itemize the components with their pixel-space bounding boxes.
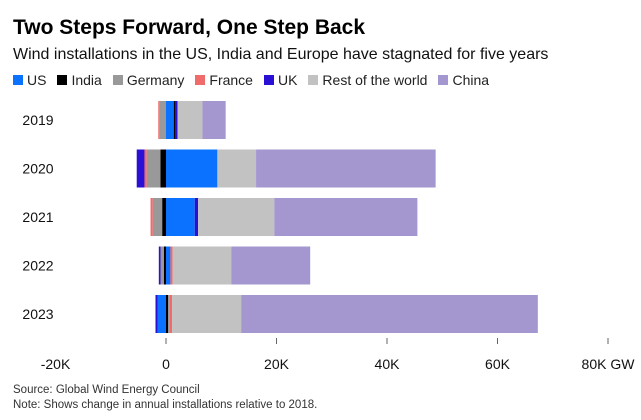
bar-segment-india	[166, 295, 169, 333]
legend: US India Germany France UK Rest of the world C…	[13, 72, 489, 88]
legend-label: China	[452, 72, 490, 88]
bar-segment-germany	[160, 246, 164, 285]
bar-segment-uk	[158, 246, 161, 285]
footnote: Note: Shows change in annual installatio…	[13, 399, 318, 411]
legend-swatch	[308, 75, 319, 85]
bar-segment-germany	[159, 101, 166, 139]
x-tick-label: 80K GW	[582, 356, 636, 372]
chart-subtitle: Wind installations in the US, India and …	[13, 46, 549, 63]
bar-segment-rest-of-the-world	[177, 101, 203, 139]
bar-segment-india	[162, 198, 166, 236]
legend-item: US	[13, 72, 46, 88]
bar-segment-france	[150, 198, 153, 236]
legend-swatch	[438, 75, 449, 85]
category-label: 2021	[22, 209, 53, 225]
legend-label: India	[71, 72, 102, 88]
legend-swatch	[263, 75, 274, 85]
legend-swatch	[112, 75, 123, 85]
bar-segment-china	[241, 295, 538, 333]
bar-segment-rest-of-the-world	[217, 149, 257, 188]
x-tick-label: 40K	[375, 356, 401, 372]
category-label: 2020	[22, 161, 53, 177]
chart-title: Two Steps Forward, One Step Back	[13, 16, 366, 39]
bar-segment-china	[274, 198, 418, 236]
legend-label: France	[209, 72, 253, 88]
legend-label: UK	[277, 72, 298, 88]
bar-segment-us	[166, 101, 174, 139]
category-label: 2022	[22, 258, 53, 274]
bar-segment-rest-of-the-world	[172, 246, 232, 285]
bar-segment-us	[166, 149, 218, 188]
bar-segment-india	[173, 101, 176, 139]
x-tick-label: -20K	[41, 356, 71, 372]
legend-label: US	[27, 72, 47, 88]
bar-segment-india	[163, 246, 166, 285]
bar-segment-us	[166, 198, 195, 236]
bar-segment-china	[202, 101, 226, 139]
bar-segment-france	[158, 101, 160, 139]
bar-segment-uk	[175, 101, 178, 139]
x-tick-label: 0	[162, 356, 170, 372]
bar-segment-china	[256, 149, 436, 188]
x-tick-label: 60K	[485, 356, 511, 372]
bar-segment-france	[170, 246, 173, 285]
bar-segment-germany	[146, 149, 161, 188]
legend-item: China	[438, 72, 489, 88]
bar-segment-france	[144, 149, 147, 188]
bar-segment-china	[231, 246, 311, 285]
bar-segment-rest-of-the-world	[198, 198, 275, 236]
bar-segment-uk	[136, 149, 145, 188]
bar-segment-india	[160, 149, 166, 188]
legend-item: India	[57, 72, 102, 88]
bar-segment-germany	[152, 198, 163, 236]
legend-label: Rest of the world	[322, 72, 428, 88]
category-label: 2019	[22, 112, 53, 128]
bar-segment-uk	[194, 198, 199, 236]
legend-item: Rest of the world	[308, 72, 427, 88]
legend-label: Germany	[126, 72, 185, 88]
x-tick-label: 20K	[264, 356, 290, 372]
category-label: 2023	[22, 306, 53, 322]
legend-item: France	[195, 72, 253, 88]
bar-segment-us	[157, 295, 166, 333]
bar-segment-france	[169, 295, 173, 333]
legend-swatch	[13, 75, 23, 85]
source-note: Source: Global Wind Energy Council	[13, 384, 200, 396]
legend-swatch	[57, 75, 68, 85]
legend-swatch	[195, 75, 206, 85]
bar-segment-us	[166, 246, 171, 285]
legend-item: Germany	[112, 72, 185, 88]
legend-item: UK	[263, 72, 298, 88]
bar-segment-uk	[155, 295, 158, 333]
bar-segment-germany	[168, 295, 170, 333]
bar-segment-rest-of-the-world	[172, 295, 242, 333]
